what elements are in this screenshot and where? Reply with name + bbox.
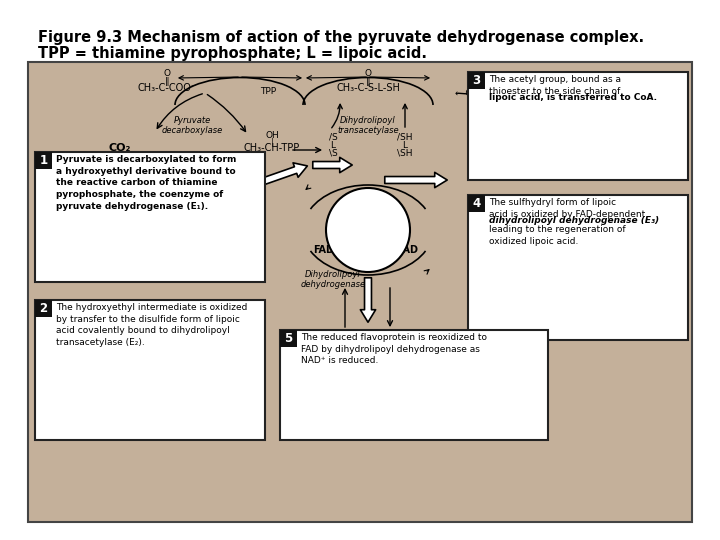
- Text: ‖: ‖: [577, 88, 582, 97]
- Text: CH₃-CH-TPP: CH₃-CH-TPP: [244, 143, 300, 153]
- Text: \SH: \SH: [397, 149, 413, 158]
- Text: CH₃-C-S-L-SH: CH₃-C-S-L-SH: [336, 83, 400, 93]
- Text: O: O: [163, 69, 171, 78]
- Text: O: O: [364, 69, 372, 78]
- Text: ← CoA: ← CoA: [455, 89, 483, 98]
- FancyArrowPatch shape: [361, 278, 376, 322]
- Circle shape: [326, 188, 410, 272]
- Text: The sulfhydryl form of lipoic
acid is oxidized by FAD-dependent: The sulfhydryl form of lipoic acid is ox…: [489, 198, 645, 219]
- Text: Figure 9.3 Mechanism of action of the pyruvate dehydrogenase complex.: Figure 9.3 Mechanism of action of the py…: [38, 30, 644, 45]
- Text: The reduced flavoprotein is reoxidized to
FAD by dihydrolipoyl dehydrogenase as
: The reduced flavoprotein is reoxidized t…: [301, 333, 487, 366]
- Bar: [35, 152, 52, 169]
- Text: OH: OH: [265, 131, 279, 140]
- Text: lipoic acid, is transferred to CoA.: lipoic acid, is transferred to CoA.: [489, 93, 657, 102]
- Text: 1: 1: [40, 154, 48, 167]
- Text: ‖: ‖: [165, 77, 169, 86]
- Text: FAD: FAD: [397, 245, 418, 255]
- Text: NADH + H⁺: NADH + H⁺: [378, 350, 438, 360]
- Bar: [468, 195, 485, 212]
- Text: |: |: [271, 138, 274, 147]
- Text: 5: 5: [284, 332, 292, 345]
- Bar: [35, 300, 265, 440]
- Text: dihydrolipoyl dehydrogenase (E₃): dihydrolipoyl dehydrogenase (E₃): [489, 216, 659, 225]
- FancyArrowPatch shape: [384, 172, 447, 187]
- Text: O: O: [577, 81, 583, 90]
- Text: TPP: TPP: [260, 87, 276, 97]
- Bar: [280, 330, 297, 347]
- Bar: [468, 72, 485, 89]
- FancyArrowPatch shape: [312, 157, 352, 173]
- Text: The hydroxyethyl intermediate is oxidized
by transfer to the disulfide form of l: The hydroxyethyl intermediate is oxidize…: [56, 303, 248, 347]
- Text: ‖: ‖: [366, 77, 370, 86]
- Text: L: L: [330, 141, 336, 150]
- Text: /S: /S: [328, 133, 338, 142]
- Text: TPP = thiamine pyrophosphate; L = lipoic acid.: TPP = thiamine pyrophosphate; L = lipoic…: [38, 46, 427, 61]
- Text: 4: 4: [472, 197, 481, 210]
- Bar: [28, 62, 692, 522]
- Text: Pyruvate
decarboxylase: Pyruvate decarboxylase: [161, 116, 222, 136]
- Text: L: L: [402, 141, 408, 150]
- Text: \S: \S: [328, 149, 338, 158]
- Bar: [280, 330, 548, 440]
- FancyArrowPatch shape: [531, 78, 564, 96]
- Text: NAD⁺: NAD⁺: [315, 350, 344, 360]
- Text: Dihydrolipoyl
transacetylase: Dihydrolipoyl transacetylase: [337, 116, 399, 136]
- Text: FADH₂: FADH₂: [313, 245, 347, 255]
- Text: leading to the regeneration of
oxidized lipoic acid.: leading to the regeneration of oxidized …: [489, 225, 626, 246]
- FancyArrowPatch shape: [212, 163, 307, 202]
- Bar: [35, 300, 52, 317]
- Text: 3: 3: [472, 74, 480, 87]
- Text: CO₂: CO₂: [109, 143, 131, 153]
- Text: CH₃-C-S-CoA: CH₃-C-S-CoA: [546, 94, 614, 104]
- Bar: [35, 152, 265, 282]
- Bar: [468, 72, 688, 180]
- Bar: [468, 195, 688, 340]
- Text: Pyruvate is decarboxylated to form
a hydroxyethyl derivative bound to
the reacti: Pyruvate is decarboxylated to form a hyd…: [56, 155, 236, 211]
- Text: The acetyl group, bound as a
thioester to the side chain of: The acetyl group, bound as a thioester t…: [489, 75, 621, 96]
- Text: /SH: /SH: [397, 133, 413, 142]
- Text: 2: 2: [40, 302, 48, 315]
- Text: Dihydrolipoyl
dehydrogenase: Dihydrolipoyl dehydrogenase: [300, 270, 366, 289]
- Text: CH₃-C-COO⁻: CH₃-C-COO⁻: [138, 83, 197, 93]
